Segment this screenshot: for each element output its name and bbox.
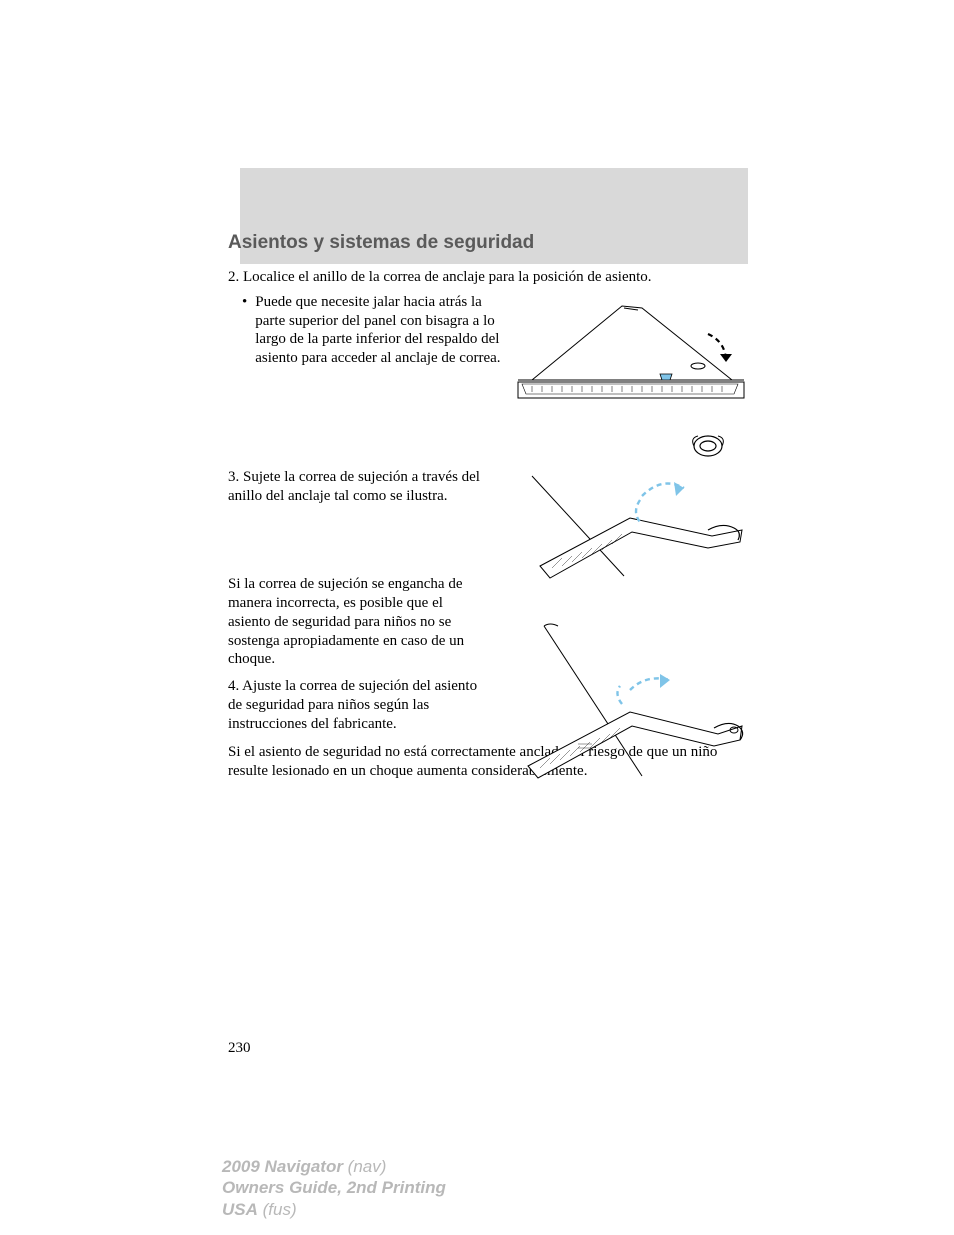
step-3: 3. Sujete la correa de sujeción a través… — [228, 468, 488, 506]
footer-line-1: 2009 Navigator (nav) — [222, 1156, 446, 1177]
step-2: 2. Localice el anillo de la correa de an… — [228, 268, 748, 287]
warning-text: Si la correa de sujeción se engancha de … — [228, 575, 488, 669]
bullet-text: Puede que necesite jalar hacia atrás la … — [255, 293, 515, 368]
step-4: 4. Ajuste la correa de sujeción del asie… — [228, 677, 488, 733]
footer-line-3: USA (fus) — [222, 1199, 446, 1220]
section-title: Asientos y sistemas de seguridad — [228, 232, 534, 254]
page-number: 230 — [228, 1040, 251, 1057]
footer-line-2: Owners Guide, 2nd Printing — [222, 1177, 446, 1198]
footer: 2009 Navigator (nav) Owners Guide, 2nd P… — [222, 1156, 446, 1220]
illustration-seat-panel — [512, 296, 748, 406]
illustration-strap-incorrect — [510, 616, 750, 796]
bullet-icon: • — [242, 293, 247, 312]
illustration-strap-correct — [512, 426, 748, 596]
